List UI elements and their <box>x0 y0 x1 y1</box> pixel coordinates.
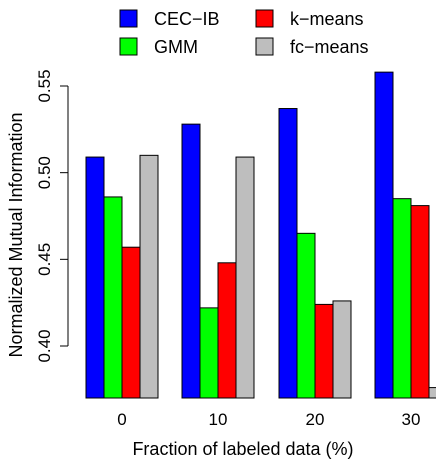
bar-0-1 <box>103 196 123 399</box>
bar-3-3 <box>428 387 436 399</box>
bar-1-3 <box>235 156 255 399</box>
y-tick-label-2: 0.50 <box>35 156 54 189</box>
bar-2-2 <box>314 303 334 399</box>
y-axis: 0.40 0.45 0.50 0.55 <box>35 69 69 363</box>
bar-2-1 <box>296 232 316 399</box>
bars-group <box>85 71 436 399</box>
y-tick-label-0: 0.40 <box>35 329 54 362</box>
legend-label-2: k−means <box>290 9 364 29</box>
x-tick-label-0: 0 <box>117 410 126 429</box>
bar-2-3 <box>332 300 352 399</box>
x-axis-title: Fraction of labeled data (%) <box>132 439 353 459</box>
bar-1-1 <box>199 307 219 399</box>
bar-3-0 <box>374 71 394 399</box>
legend: CEC−IB GMM k−means fc−means <box>119 9 369 57</box>
y-tick-label-1: 0.45 <box>35 243 54 276</box>
bar-0-3 <box>139 154 159 399</box>
bar-1-0 <box>181 123 201 399</box>
x-tick-label-3: 30 <box>402 410 421 429</box>
legend-label-1: GMM <box>154 37 198 57</box>
bar-2-0 <box>278 108 298 399</box>
x-tick-label-2: 20 <box>306 410 325 429</box>
legend-label-0: CEC−IB <box>154 9 220 29</box>
bar-0-2 <box>121 246 141 399</box>
x-tick-label-1: 10 <box>209 410 228 429</box>
bar-3-1 <box>392 198 412 399</box>
legend-label-3: fc−means <box>290 37 369 57</box>
x-axis: 0 10 20 30 <box>117 410 420 429</box>
legend-swatch-2 <box>255 9 274 28</box>
legend-swatch-1 <box>119 37 138 56</box>
y-tick-label-3: 0.55 <box>35 69 54 102</box>
bar-3-2 <box>410 205 430 399</box>
bar-1-2 <box>217 262 237 399</box>
y-axis-title: Normalized Mutual Information <box>6 112 26 357</box>
legend-swatch-0 <box>119 9 138 28</box>
legend-swatch-3 <box>255 37 274 56</box>
bar-0-0 <box>85 156 105 399</box>
